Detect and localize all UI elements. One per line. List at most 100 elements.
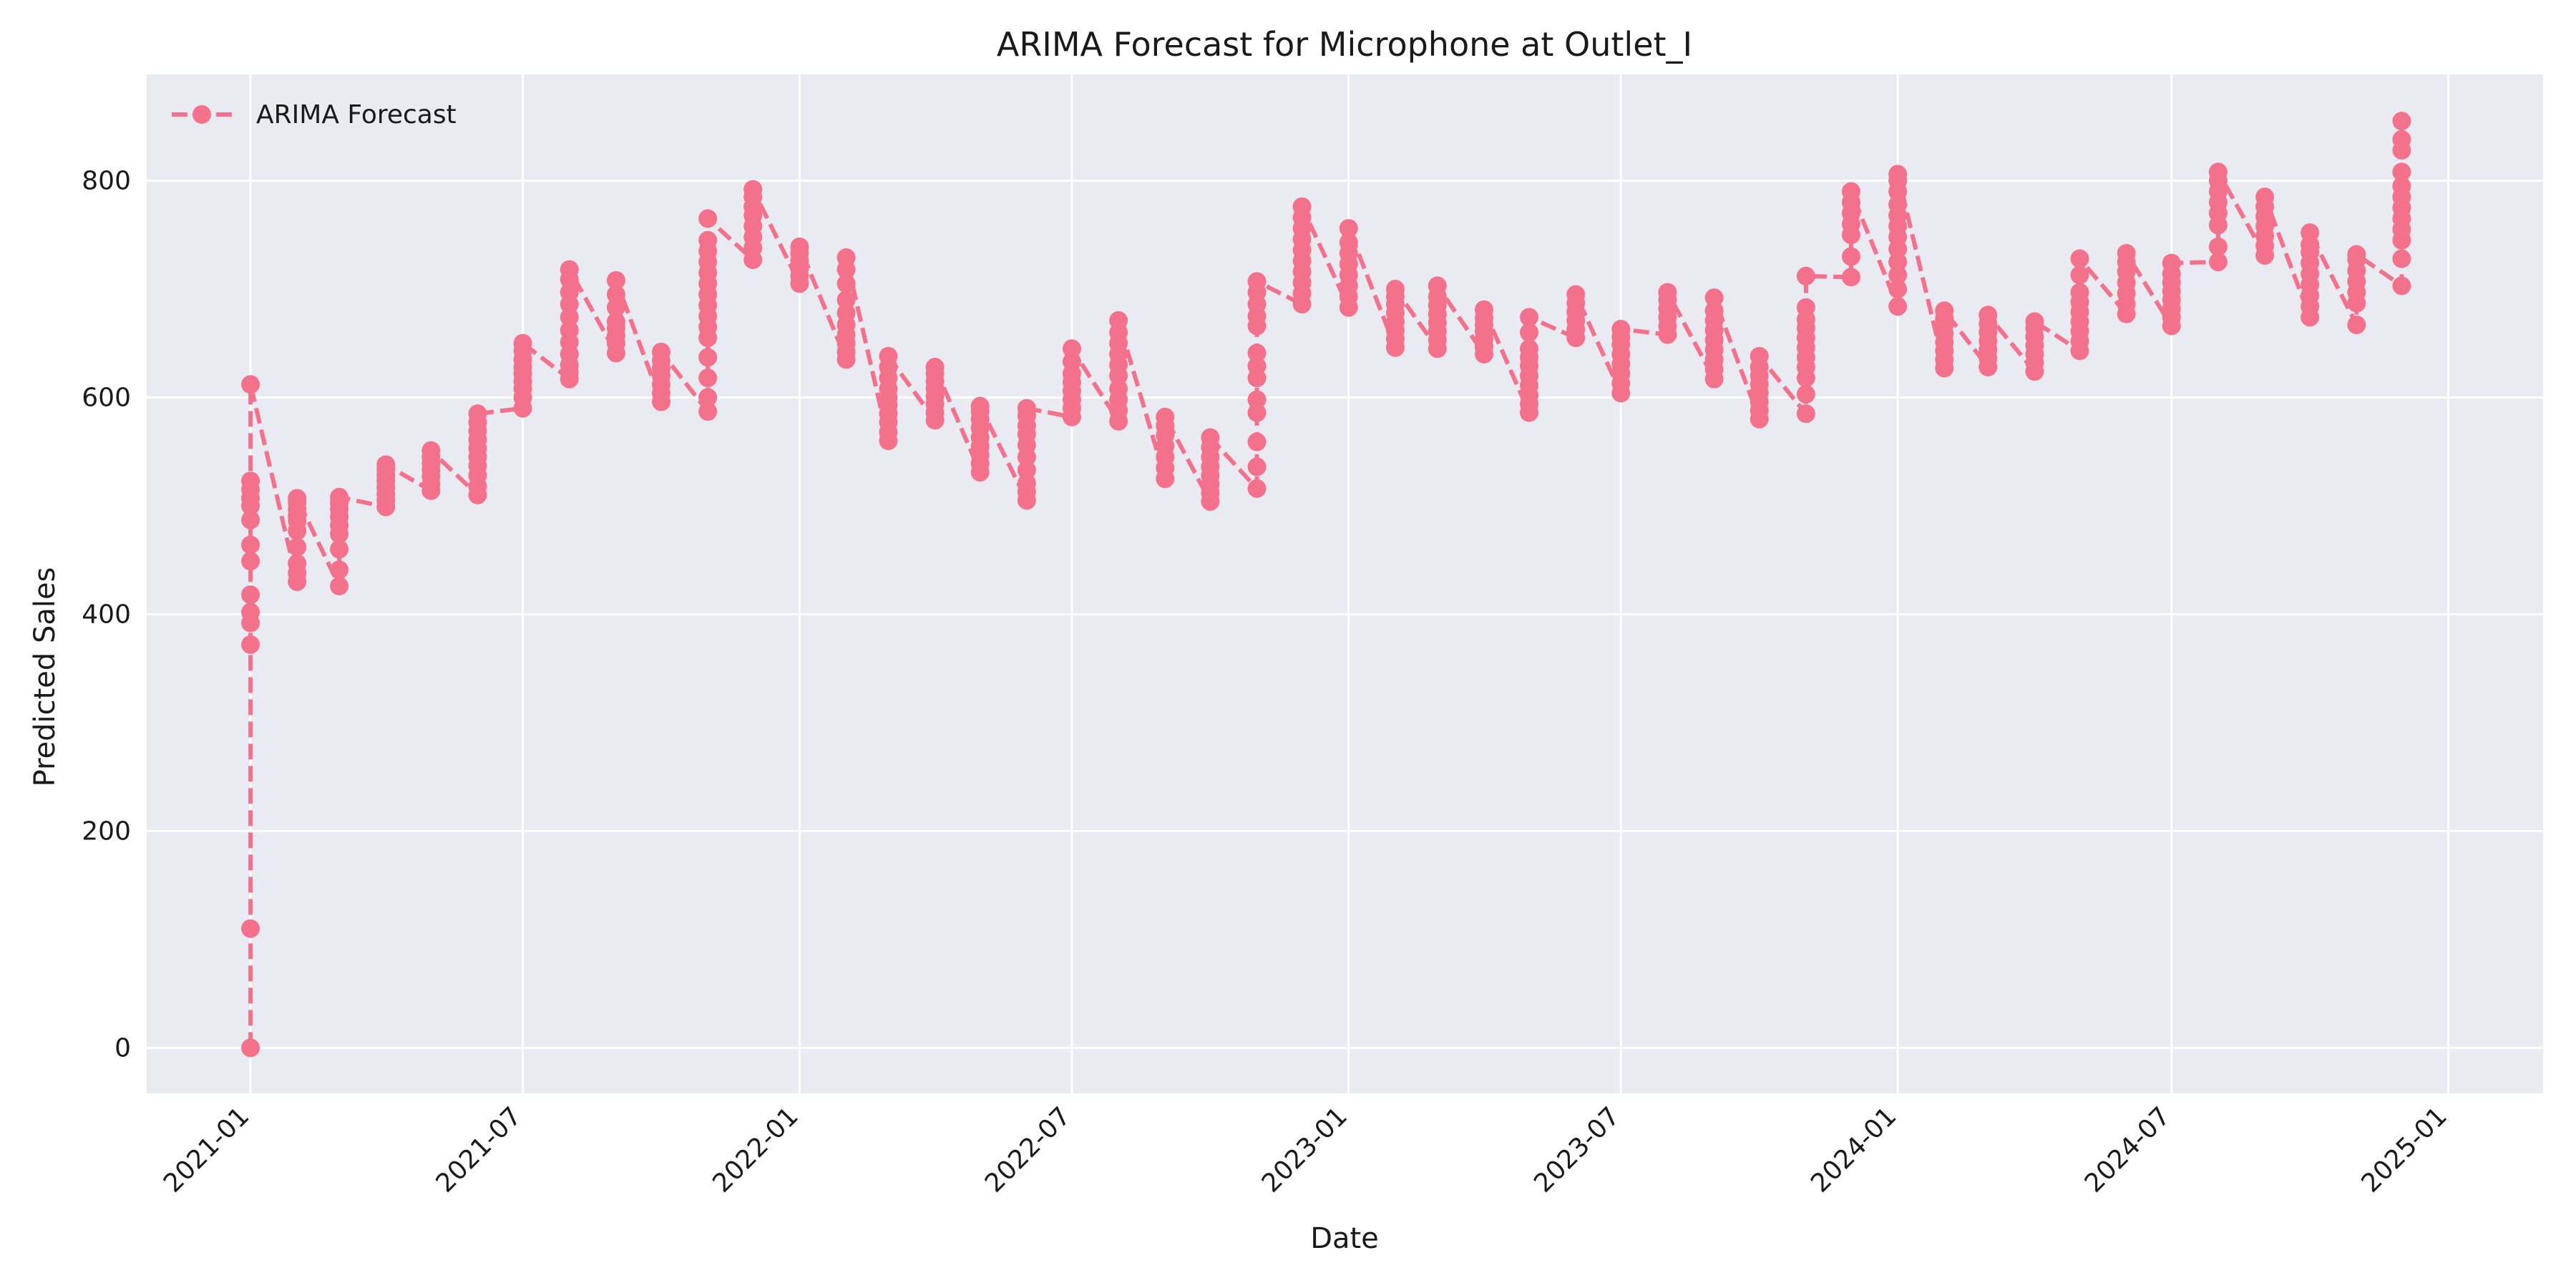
data-point (2301, 223, 2320, 243)
data-point (2208, 162, 2228, 182)
data-point (1339, 219, 1358, 238)
data-point (241, 552, 260, 571)
data-point (560, 260, 579, 279)
data-point (513, 333, 532, 353)
data-point (1247, 457, 1267, 477)
data-point (1888, 165, 1908, 184)
data-point (241, 1038, 260, 1058)
legend-entry-arima-forecast: ARIMA Forecast (256, 100, 457, 130)
data-point (836, 291, 856, 310)
data-point (606, 312, 625, 331)
data-point (1520, 323, 1539, 342)
data-point (1247, 432, 1267, 452)
data-point (1474, 300, 1493, 319)
data-point (2392, 162, 2411, 182)
data-point (1385, 279, 1405, 298)
legend-marker-icon (192, 105, 211, 124)
y-tick-label: 800 (82, 166, 131, 195)
y-tick-label: 0 (114, 1033, 131, 1063)
data-point (1428, 276, 1447, 296)
data-point (2392, 112, 2411, 131)
data-point (698, 209, 718, 228)
data-point (836, 248, 856, 268)
data-point (241, 602, 260, 622)
grid-lines (147, 74, 2543, 1093)
series-arima-forecast (241, 112, 2411, 1058)
data-point (651, 342, 670, 361)
data-point (1062, 352, 1081, 371)
data-point (2070, 265, 2089, 285)
data-point (1247, 479, 1267, 498)
data-point (2025, 312, 2044, 331)
data-point (1935, 301, 1954, 321)
data-point (606, 270, 625, 290)
data-point (1247, 390, 1267, 409)
data-point (1247, 272, 1267, 291)
data-point (288, 554, 307, 573)
y-tick-label: 400 (82, 600, 131, 629)
data-point (1109, 379, 1128, 399)
data-point (1796, 404, 1815, 424)
data-point (1704, 288, 1724, 308)
data-point (560, 321, 579, 340)
data-point (1247, 403, 1267, 422)
data-point (1796, 298, 1815, 317)
data-point (925, 358, 945, 377)
data-point (1658, 283, 1677, 302)
data-point (241, 919, 260, 938)
legend: ARIMA Forecast (172, 100, 457, 130)
data-point (879, 346, 898, 366)
data-point (241, 635, 260, 654)
data-point (2392, 177, 2411, 196)
data-point (2347, 315, 2366, 334)
chart-title: ARIMA Forecast for Microphone at Outlet_… (997, 25, 1692, 64)
x-axis-label: Date (1310, 1222, 1379, 1255)
data-point (2392, 249, 2411, 268)
data-point (1611, 320, 1631, 338)
data-point (330, 540, 349, 559)
y-axis-label: Predicted Sales (29, 567, 62, 787)
data-point (1888, 195, 1908, 214)
data-point (2392, 130, 2411, 149)
data-point (2070, 283, 2089, 302)
data-point (330, 560, 349, 580)
data-point (698, 402, 718, 421)
data-point (1750, 346, 1769, 366)
data-point (1841, 268, 1860, 287)
data-point (2392, 276, 2411, 296)
data-point (743, 180, 763, 199)
data-point (1520, 339, 1539, 358)
data-point (560, 308, 579, 327)
data-point (1109, 311, 1128, 330)
data-point (1566, 285, 1586, 304)
data-point (241, 375, 260, 394)
data-point (698, 230, 718, 250)
data-point (241, 535, 260, 555)
data-point (2208, 237, 2228, 256)
data-point (1292, 197, 1312, 216)
data-point (970, 396, 990, 416)
data-point (2255, 187, 2275, 207)
data-point (2070, 249, 2089, 268)
data-point (1796, 266, 1815, 286)
data-point (2162, 253, 2181, 273)
data-point (241, 585, 260, 605)
data-point (1520, 308, 1539, 327)
data-point (288, 537, 307, 557)
data-point (1841, 247, 1860, 266)
data-point (2208, 253, 2228, 272)
data-point (790, 237, 809, 256)
data-point (560, 283, 579, 302)
data-point (241, 510, 260, 530)
data-point (1062, 339, 1081, 358)
data-point (2347, 245, 2366, 264)
data-point (1017, 460, 1036, 479)
data-point (1888, 265, 1908, 285)
data-point (468, 404, 487, 424)
data-point (1017, 399, 1036, 418)
data-point (421, 441, 441, 460)
data-point (1979, 306, 1998, 325)
data-point (1017, 474, 1036, 493)
data-point (698, 369, 718, 388)
